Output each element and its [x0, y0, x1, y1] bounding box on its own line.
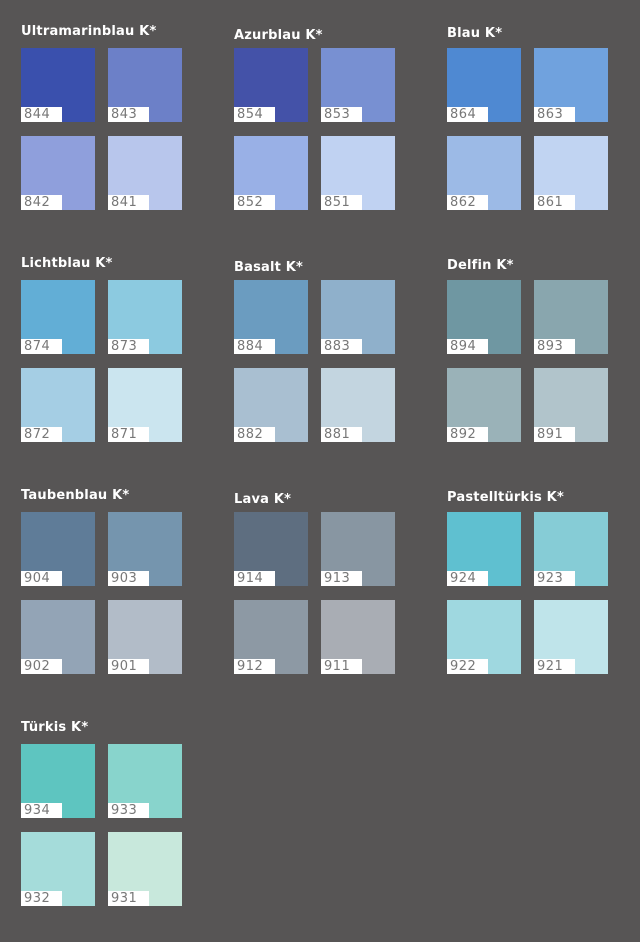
swatch-code-label: 883	[321, 339, 362, 354]
color-swatch: 903	[108, 512, 182, 586]
color-swatch: 933	[108, 744, 182, 818]
swatch-code-label: 852	[234, 195, 275, 210]
swatch-code-label: 894	[447, 339, 488, 354]
color-swatch: 863	[534, 48, 608, 122]
color-swatch: 931	[108, 832, 182, 906]
color-swatch: 902	[21, 600, 95, 674]
group-title: Basalt K*	[234, 260, 304, 275]
color-swatch: 874	[21, 280, 95, 354]
color-swatch: 861	[534, 136, 608, 210]
group-title: Ultramarinblau K*	[21, 24, 157, 39]
group-title: Taubenblau K*	[21, 488, 130, 503]
swatch-code-label: 931	[108, 891, 149, 906]
swatch-code-label: 853	[321, 107, 362, 122]
group-title: Lava K*	[234, 492, 292, 507]
color-swatch: 924	[447, 512, 521, 586]
color-swatch: 864	[447, 48, 521, 122]
swatch-code-label: 884	[234, 339, 275, 354]
swatch-code-label: 844	[21, 107, 62, 122]
swatch-code-label: 932	[21, 891, 62, 906]
color-swatch: 904	[21, 512, 95, 586]
color-swatch: 853	[321, 48, 395, 122]
swatch-code-label: 861	[534, 195, 575, 210]
color-swatch: 884	[234, 280, 308, 354]
color-swatch: 851	[321, 136, 395, 210]
color-swatch: 871	[108, 368, 182, 442]
color-swatch: 883	[321, 280, 395, 354]
color-swatch: 913	[321, 512, 395, 586]
color-swatch: 873	[108, 280, 182, 354]
swatch-code-label: 903	[108, 571, 149, 586]
color-swatch: 894	[447, 280, 521, 354]
swatch-code-label: 901	[108, 659, 149, 674]
color-swatch: 843	[108, 48, 182, 122]
color-swatch: 841	[108, 136, 182, 210]
color-swatch: 911	[321, 600, 395, 674]
swatch-code-label: 902	[21, 659, 62, 674]
swatch-code-label: 863	[534, 107, 575, 122]
color-swatch: 882	[234, 368, 308, 442]
color-swatch: 901	[108, 600, 182, 674]
group-title: Pastelltürkis K*	[447, 490, 564, 505]
swatch-code-label: 933	[108, 803, 149, 818]
swatch-code-label: 842	[21, 195, 62, 210]
group-title: Lichtblau K*	[21, 256, 113, 271]
color-swatch: 854	[234, 48, 308, 122]
group-title: Azurblau K*	[234, 28, 323, 43]
color-swatch: 881	[321, 368, 395, 442]
swatch-code-label: 911	[321, 659, 362, 674]
swatch-code-label: 923	[534, 571, 575, 586]
swatch-code-label: 913	[321, 571, 362, 586]
swatch-code-label: 841	[108, 195, 149, 210]
color-swatch: 892	[447, 368, 521, 442]
color-swatch: 914	[234, 512, 308, 586]
swatch-code-label: 873	[108, 339, 149, 354]
swatch-code-label: 921	[534, 659, 575, 674]
color-swatch: 852	[234, 136, 308, 210]
group-title: Türkis K*	[21, 720, 89, 735]
color-swatch: 872	[21, 368, 95, 442]
color-swatch: 921	[534, 600, 608, 674]
color-swatch: 893	[534, 280, 608, 354]
color-swatch: 934	[21, 744, 95, 818]
swatch-code-label: 922	[447, 659, 488, 674]
swatch-code-label: 881	[321, 427, 362, 442]
color-swatch: 912	[234, 600, 308, 674]
swatch-code-label: 893	[534, 339, 575, 354]
swatch-code-label: 871	[108, 427, 149, 442]
group-title: Delfin K*	[447, 258, 514, 273]
color-swatch: 922	[447, 600, 521, 674]
swatch-code-label: 851	[321, 195, 362, 210]
swatch-code-label: 882	[234, 427, 275, 442]
swatch-code-label: 862	[447, 195, 488, 210]
color-swatch: 923	[534, 512, 608, 586]
color-swatch: 844	[21, 48, 95, 122]
color-swatch: 891	[534, 368, 608, 442]
swatch-code-label: 872	[21, 427, 62, 442]
swatch-code-label: 854	[234, 107, 275, 122]
color-swatch: 932	[21, 832, 95, 906]
swatch-code-label: 874	[21, 339, 62, 354]
color-swatch: 862	[447, 136, 521, 210]
swatch-code-label: 891	[534, 427, 575, 442]
color-swatch: 842	[21, 136, 95, 210]
swatch-code-label: 904	[21, 571, 62, 586]
swatch-code-label: 864	[447, 107, 488, 122]
swatch-code-label: 892	[447, 427, 488, 442]
swatch-code-label: 914	[234, 571, 275, 586]
swatch-code-label: 912	[234, 659, 275, 674]
group-title: Blau K*	[447, 26, 503, 41]
swatch-code-label: 934	[21, 803, 62, 818]
swatch-code-label: 924	[447, 571, 488, 586]
swatch-code-label: 843	[108, 107, 149, 122]
